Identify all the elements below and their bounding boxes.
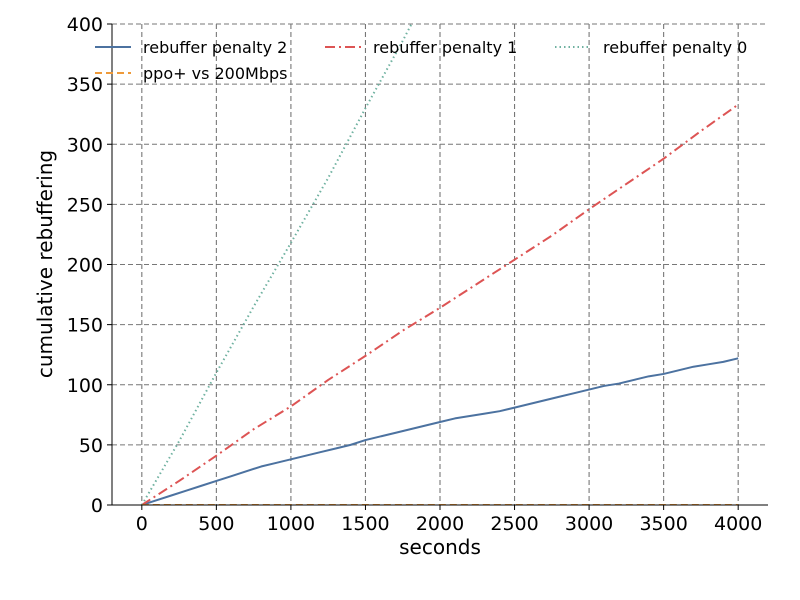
series-line-1	[141, 357, 739, 505]
legend-label-1: rebuffer penalty 2	[143, 38, 287, 57]
x-axis-label: seconds	[399, 535, 481, 559]
grid	[112, 23, 768, 506]
x-tick-label: 4000	[714, 513, 762, 535]
legend-label-3: rebuffer penalty 0	[603, 38, 747, 57]
x-tick-label: 2000	[416, 513, 464, 535]
y-tick-label: 0	[91, 495, 103, 517]
x-tick-label: 1000	[267, 513, 315, 535]
x-tick-label: 3000	[565, 513, 613, 535]
x-tick-label: 0	[136, 513, 148, 535]
y-tick-label: 400	[67, 14, 103, 36]
x-tick-label: 3500	[639, 513, 687, 535]
y-tick-label: 50	[79, 435, 103, 457]
y-tick-label: 350	[67, 74, 103, 96]
series-layer	[140, 24, 739, 505]
ticks: 0 500 1000 1500 2000 2500 3000 3500 4000 0 50 100 15…	[67, 14, 763, 535]
legend: rebuffer penalty 2 rebuffer penalty 1 rebu…	[95, 38, 747, 83]
x-tick-label: 1500	[341, 513, 389, 535]
y-tick-label: 200	[67, 255, 103, 277]
y-tick-label: 250	[67, 194, 103, 216]
x-tick-label: 500	[198, 513, 234, 535]
y-axis-label: cumulative rebuffering	[33, 150, 57, 378]
y-tick-label: 150	[67, 315, 103, 337]
y-tick-label: 300	[67, 134, 103, 156]
legend-label-2: rebuffer penalty 1	[373, 38, 517, 57]
series-line-3	[140, 24, 413, 505]
legend-label-4: ppo+ vs 200Mbps	[143, 64, 287, 83]
x-tick-label: 2500	[490, 513, 538, 535]
y-tick-label: 100	[67, 375, 103, 397]
